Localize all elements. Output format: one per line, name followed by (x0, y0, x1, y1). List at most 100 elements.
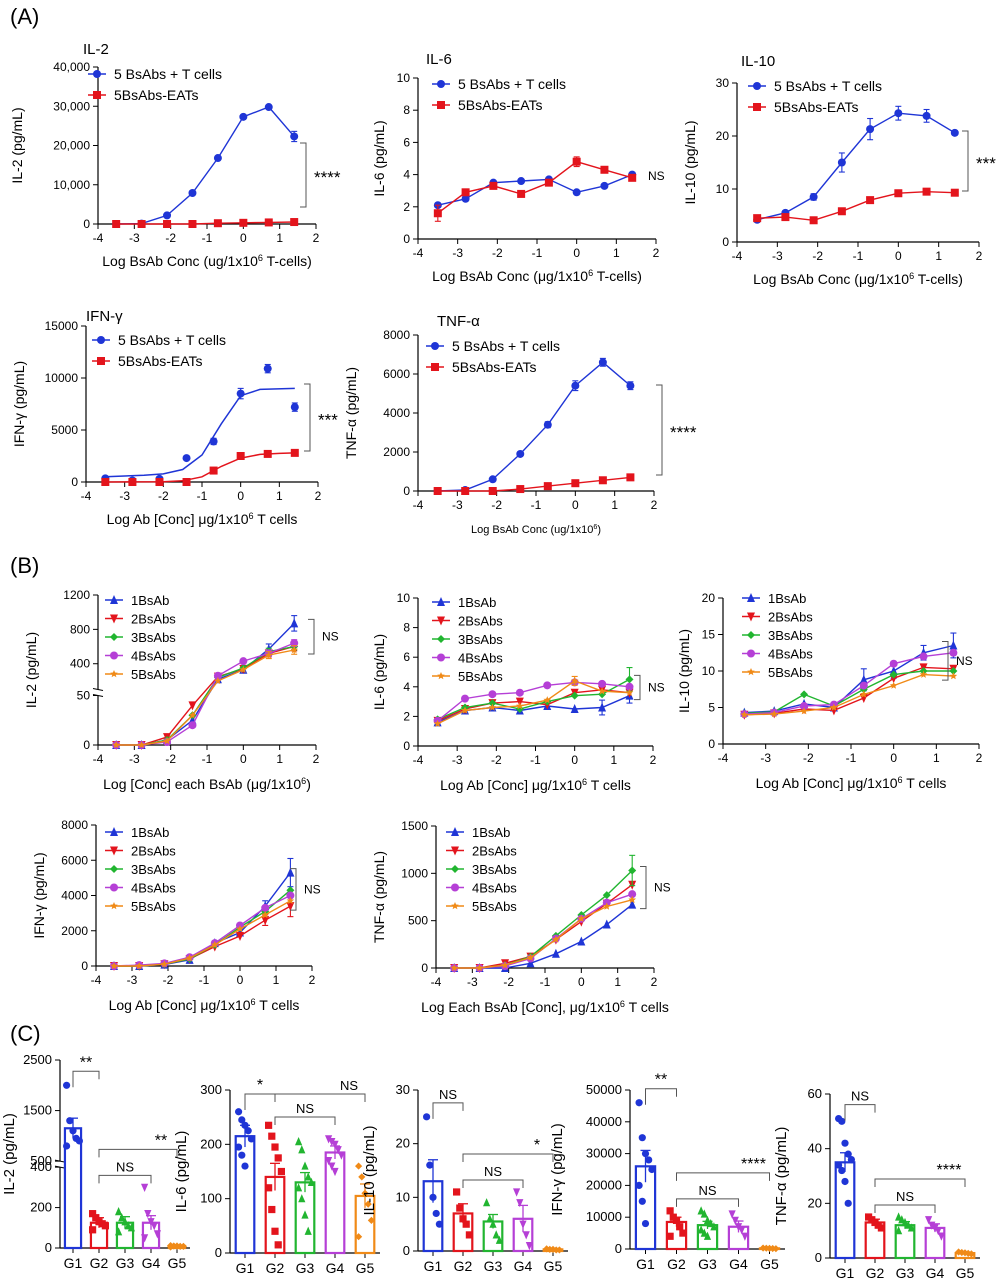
significance-label: NS (116, 1159, 134, 1174)
data-point (163, 220, 172, 228)
x-tick-label: -3 (452, 246, 463, 260)
data-point (182, 454, 191, 463)
panel-label-a: (A) (10, 4, 39, 29)
x-label-text: Log Ab [Conc] (107, 511, 199, 527)
significance-label: NS (956, 654, 973, 668)
data-point (516, 1199, 524, 1208)
x-tick-label: -4 (413, 498, 424, 512)
data-point (889, 670, 898, 679)
legend-label: 5 BsAbs + T cells (458, 76, 566, 92)
chart-title: TNF-α (437, 313, 480, 330)
legend-label: 5BsAbs (472, 899, 517, 914)
legend-label: 3BsAbs (131, 630, 176, 645)
data-point (290, 403, 299, 412)
y-tick-label: 800 (70, 622, 90, 636)
x-label-end: T-cells) (263, 253, 312, 269)
x-label-text: Log Ab [Conc] (756, 775, 848, 791)
data-point (710, 1222, 718, 1231)
data-point (135, 962, 143, 970)
data-point (628, 866, 637, 875)
x-tick-label: 0 (240, 231, 247, 245)
x-tick-label: -3 (129, 231, 140, 245)
data-point (433, 487, 442, 495)
data-point (809, 216, 818, 225)
legend-marker (110, 614, 118, 624)
y-tick-label: 20 (716, 129, 730, 143)
legend-marker (110, 827, 118, 836)
x-tick-label: 0 (890, 751, 897, 765)
x-label-mid: g/1x10 (208, 997, 250, 1013)
legend-marker (451, 846, 459, 856)
data-point (75, 1137, 83, 1145)
y-tick-label: 10000 (45, 371, 79, 385)
data-point (635, 1099, 643, 1107)
data-point (334, 1146, 342, 1155)
legend-label: 4BsAbs (472, 881, 517, 896)
x-tick-label: 0 (578, 975, 585, 989)
data-point (63, 1081, 71, 1089)
data-point (949, 667, 958, 675)
legend-marker (110, 902, 118, 910)
x-tick-label: -1 (202, 752, 213, 766)
data-point (355, 1233, 363, 1241)
y-tick-label: 30 (716, 76, 730, 90)
data-point (268, 1132, 276, 1140)
data-point (672, 1216, 681, 1224)
x-tick-label: -3 (119, 489, 130, 503)
y-tick-label: 2000 (383, 445, 410, 459)
x-tick-label: G2 (266, 1260, 285, 1276)
legend-label: 5BsAbs-EATs (452, 359, 537, 375)
data-point (66, 1117, 74, 1125)
data-point (236, 452, 245, 460)
chart-title: IL-2 (83, 41, 109, 58)
data-point (268, 1205, 276, 1214)
x-label-superscript: 6 (251, 997, 256, 1007)
data-point (700, 1228, 708, 1237)
data-point (598, 687, 606, 695)
data-point (331, 1140, 339, 1149)
x-label-superscript: 6 (301, 776, 306, 786)
x-label-end: T cells (587, 777, 631, 793)
legend-marker (93, 70, 101, 78)
data-point (112, 741, 120, 749)
data-point (570, 676, 579, 685)
x-tick-label: 2 (976, 249, 983, 263)
y-tick-label: 5000 (51, 423, 78, 437)
y-tick-label: 60 (808, 1086, 822, 1101)
significance-label: ** (155, 1132, 167, 1149)
data-point (265, 1184, 273, 1192)
x-tick-label: 0 (240, 752, 247, 766)
x-label-mu: μ (859, 271, 867, 287)
chart-a5: -4 -3 -2 -1 0 1 2 0 2000 4000 6000 8000 TNF-α (pg/mL… (343, 313, 697, 536)
x-axis-label: Log BsAb Conc (ug/1x106 T-cells) (102, 253, 311, 269)
data-point (517, 177, 526, 186)
legend-label: 4BsAbs (131, 649, 176, 664)
y-tick-label: 0 (615, 1241, 622, 1256)
data-point (925, 1216, 933, 1225)
chart-a2: -4 -3 -2 -1 0 1 2 0 2 4 6 8 10 IL-6 (pg/mL) Log BsAb C… (371, 51, 665, 284)
data-point (922, 111, 931, 120)
x-tick-label: G3 (698, 1256, 717, 1272)
significance-bracket (274, 1116, 336, 1125)
y-tick-label: 30,000 (53, 99, 90, 113)
data-point (238, 1151, 246, 1159)
significance-bracket (98, 1174, 152, 1184)
legend-label: 5BsAbs (458, 669, 503, 684)
axis-break-gap (95, 689, 101, 696)
data-point (894, 189, 903, 198)
legend-label: 5 BsAbs + T cells (774, 78, 882, 94)
significance-label: **** (314, 168, 341, 187)
x-tick-label: 1 (276, 231, 283, 245)
data-point (829, 706, 838, 716)
y-tick-label: 40,000 (53, 60, 90, 74)
data-point (641, 1219, 650, 1228)
x-tick-label: 1 (611, 498, 618, 512)
x-label-end: T cells (254, 511, 298, 527)
data-point (809, 192, 818, 201)
legend-label: 4BsAbs (768, 647, 813, 662)
legend-marker (431, 342, 439, 350)
significance-label: ** (80, 1054, 92, 1071)
data-point (290, 132, 299, 141)
y-axis-label: IL-6 (pg/mL) (371, 120, 387, 196)
charts-layer: -4 -3 -2 -1 0 1 2010,00020,00030,00040,000IL-2… (1, 41, 996, 1280)
